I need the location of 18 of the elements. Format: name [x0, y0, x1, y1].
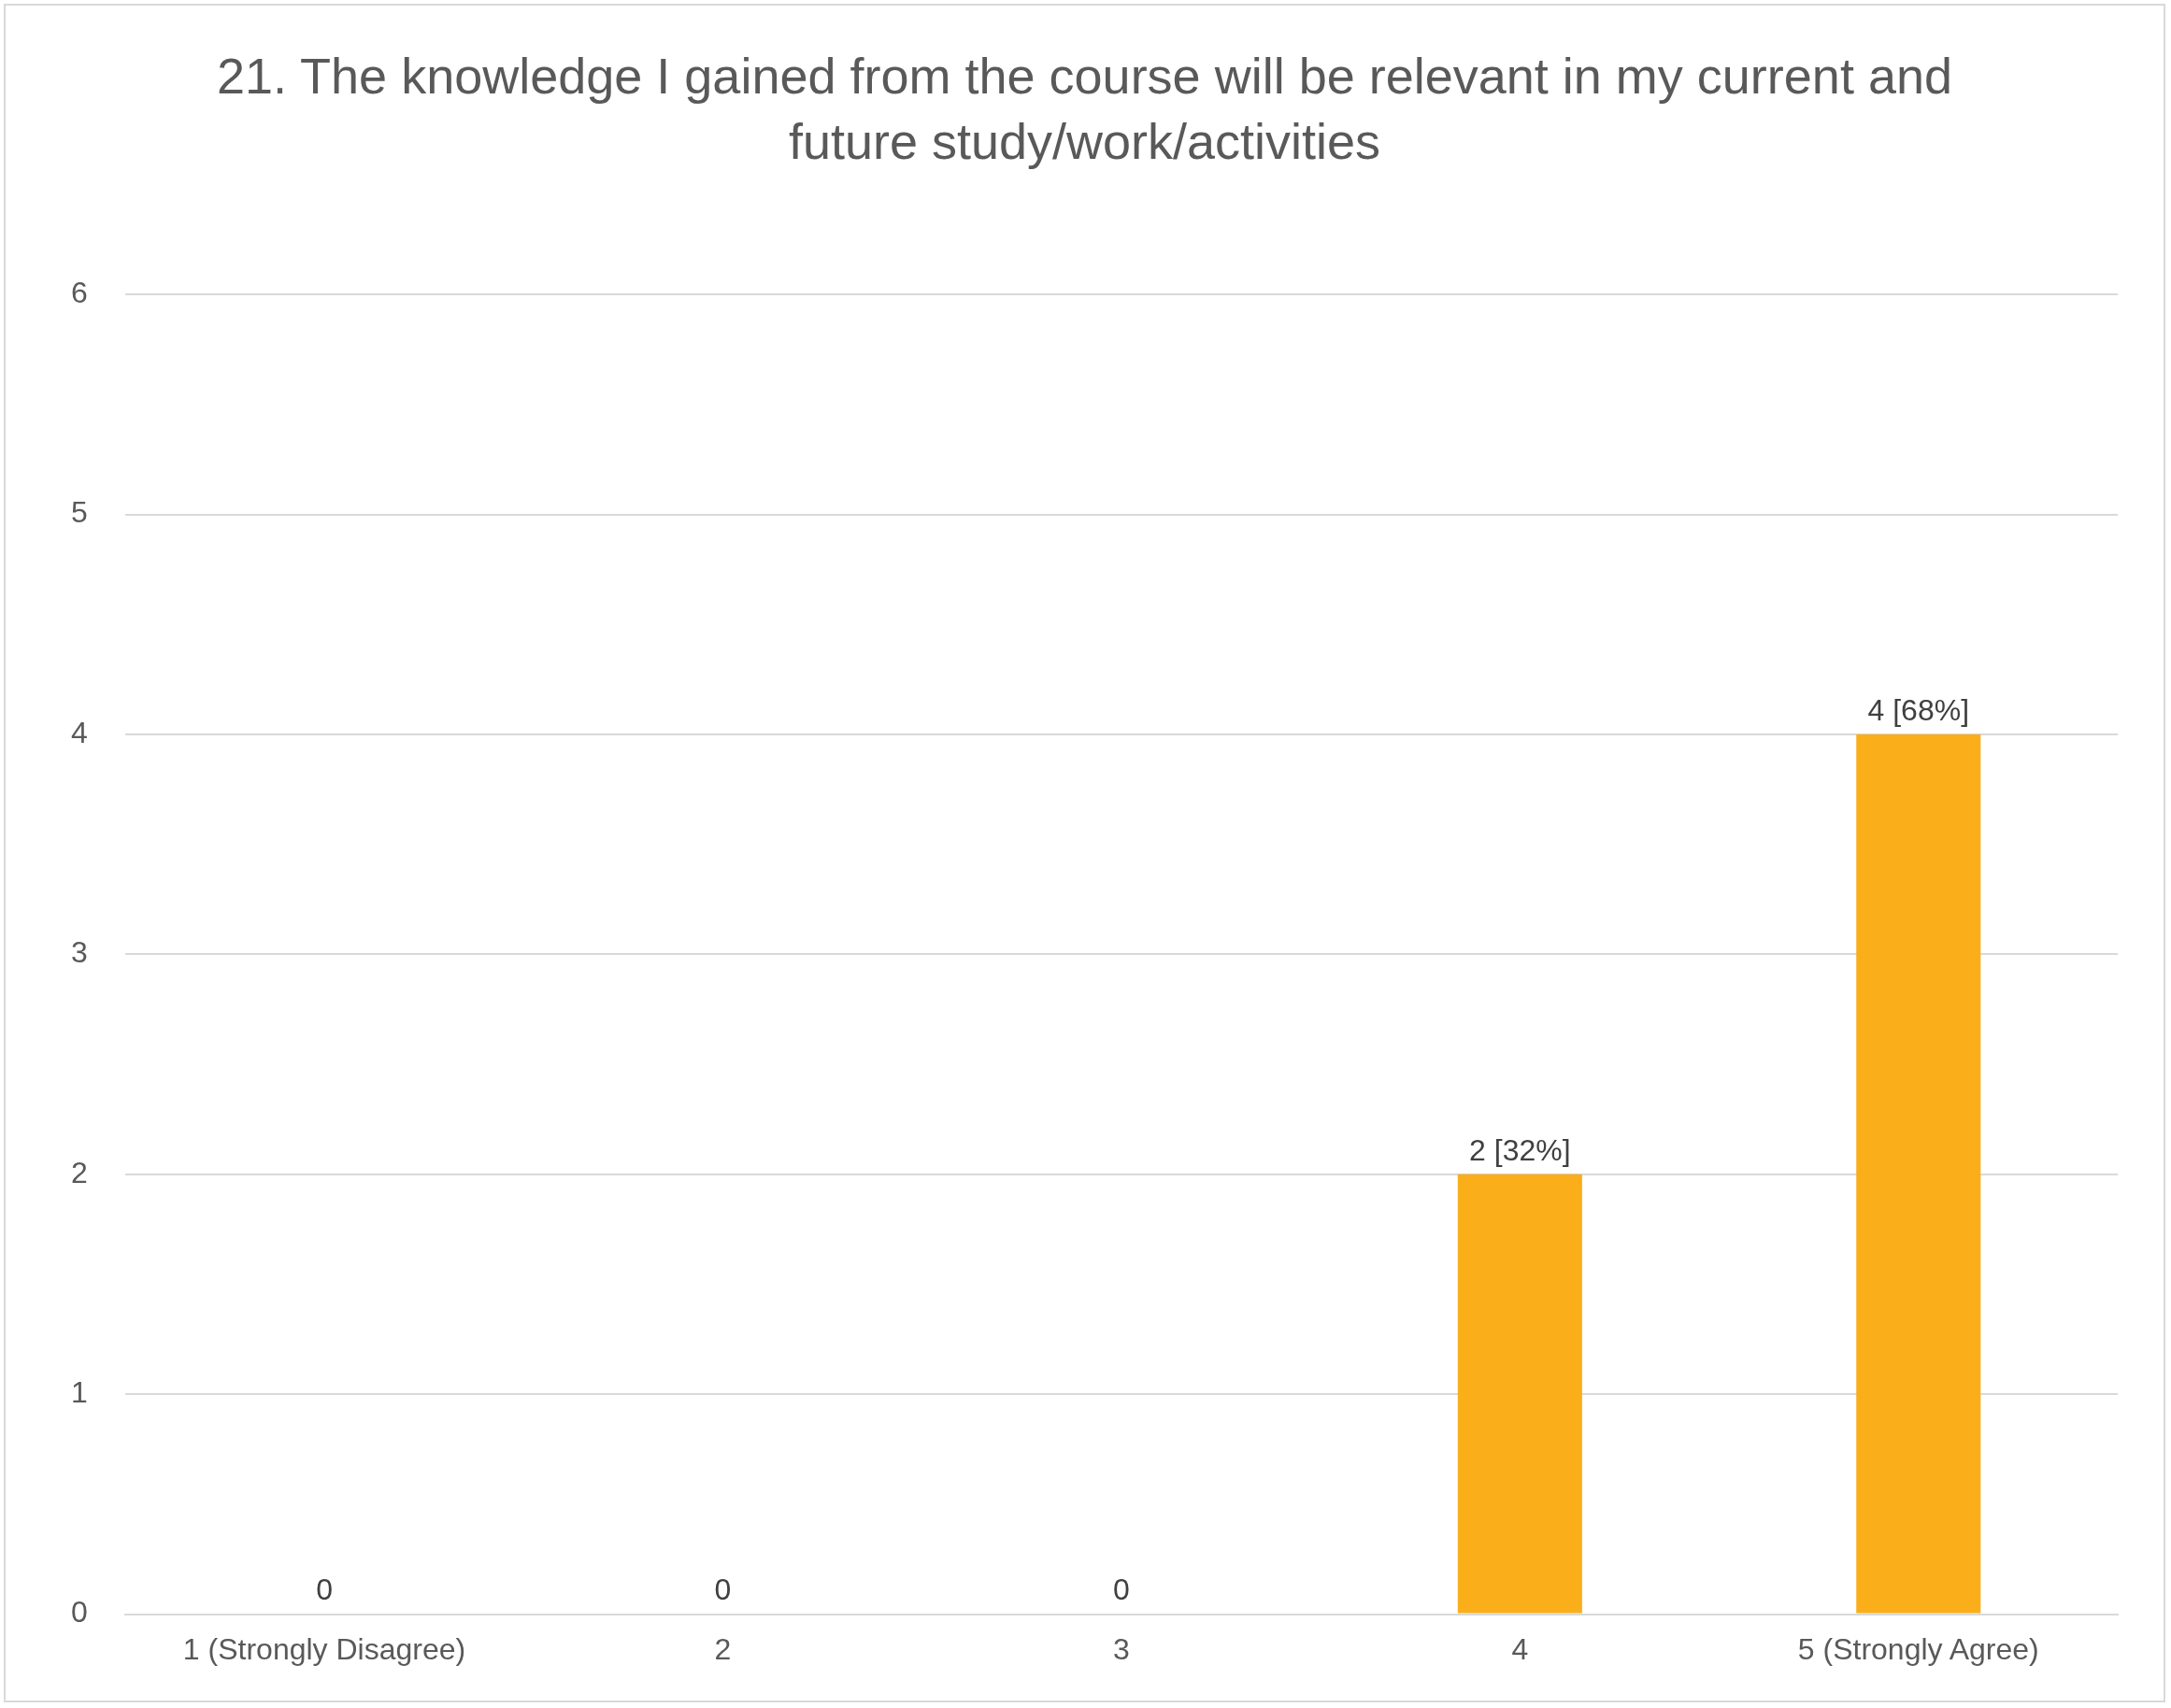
y-tick-label: 1 [71, 1375, 88, 1410]
data-label: 0 [1113, 1573, 1130, 1607]
y-tick-label: 6 [71, 276, 88, 310]
x-tick-label: 1 (Strongly Disagree) [182, 1631, 466, 1666]
data-label: 4 [68%] [1867, 692, 1970, 727]
chart-title: 21. The knowledge I gained from the course will be relevant in my current and future study/work/activities [216, 47, 1953, 171]
data-label: 2 [32%] [1469, 1132, 1571, 1167]
y-tick-label: 2 [71, 1155, 88, 1189]
y-tick-label: 4 [71, 715, 88, 749]
x-tick-label: 4 [1511, 1631, 1529, 1666]
x-tick-label: 5 (Strongly Agree) [1797, 1631, 2039, 1666]
x-tick-label: 3 [1113, 1631, 1130, 1666]
y-tick-label: 3 [71, 935, 88, 970]
data-label: 0 [714, 1573, 732, 1607]
data-label: 0 [316, 1573, 333, 1607]
x-tick-label: 2 [714, 1631, 732, 1666]
y-tick-label: 0 [71, 1595, 88, 1630]
y-tick-label: 5 [71, 495, 88, 530]
